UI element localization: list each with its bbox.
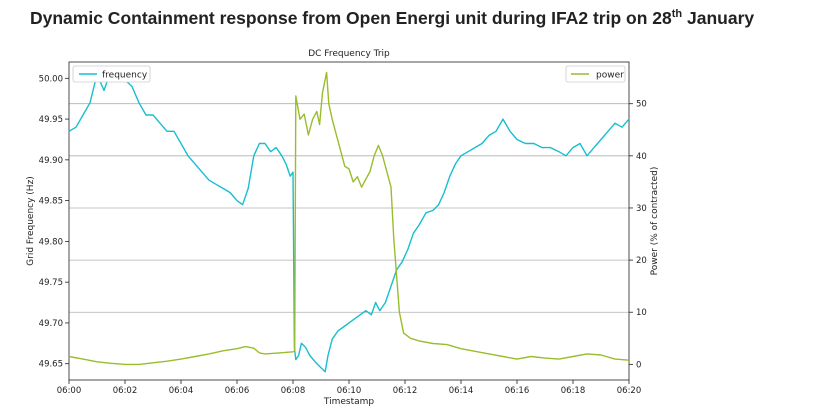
left-tick-label: 50.00 bbox=[39, 74, 63, 84]
x-tick-label: 06:00 bbox=[57, 386, 82, 396]
grid-lines bbox=[69, 103, 629, 313]
right-tick-label: 20 bbox=[636, 256, 647, 266]
left-tick-label: 49.80 bbox=[39, 237, 63, 247]
x-tick-label: 06:12 bbox=[393, 386, 418, 396]
x-tick-label: 06:04 bbox=[169, 386, 194, 396]
power-line bbox=[68, 71, 630, 366]
x-tick-label: 06:10 bbox=[337, 386, 362, 396]
x-tick-label: 06:20 bbox=[617, 386, 642, 396]
right-tick-label: 0 bbox=[636, 360, 641, 370]
left-tick-label: 49.95 bbox=[39, 115, 63, 125]
page-title-end: January bbox=[682, 8, 755, 28]
right-tick-label: 50 bbox=[636, 100, 647, 110]
left-tick-label: 49.70 bbox=[39, 319, 63, 329]
legend-power-box bbox=[565, 65, 626, 83]
right-tick-label: 40 bbox=[636, 152, 647, 162]
left-tick-label: 49.90 bbox=[39, 156, 63, 166]
legend-frequency-label: frequency bbox=[102, 71, 148, 81]
legend-frequency: frequency bbox=[72, 65, 151, 83]
right-tick-label: 30 bbox=[636, 204, 647, 214]
right-axis-label: Power (% of contracted) bbox=[650, 167, 660, 276]
page-title-superscript: th bbox=[671, 8, 683, 21]
left-axis-ticks: 49.65 49.70 49.75 49.80 49.85 49.90 49.95 50.00 bbox=[39, 74, 69, 370]
x-tick-label: 06:02 bbox=[113, 386, 138, 396]
legend-power-label: power bbox=[596, 71, 624, 81]
x-axis-ticks: 06:00 06:02 06:04 06:06 06:08 06:10 06:12 06:14… bbox=[57, 380, 642, 396]
x-tick-label: 06:16 bbox=[505, 386, 530, 396]
page-title-main: Dynamic Containment response from Open E… bbox=[30, 8, 672, 28]
left-tick-label: 49.75 bbox=[39, 278, 63, 288]
left-tick-label: 49.65 bbox=[39, 360, 63, 370]
right-tick-label: 10 bbox=[636, 308, 647, 318]
chart-title: DC Frequency Trip bbox=[308, 49, 390, 59]
series-lines bbox=[68, 69, 630, 373]
left-tick-label: 49.85 bbox=[39, 197, 63, 207]
frequency-line bbox=[68, 69, 630, 373]
left-axis-label: Grid Frequency (Hz) bbox=[26, 176, 36, 266]
x-tick-label: 06:08 bbox=[281, 386, 306, 396]
x-axis-label: Timestamp bbox=[323, 397, 375, 407]
page-title: Dynamic Containment response from Open E… bbox=[30, 8, 754, 29]
x-tick-label: 06:14 bbox=[449, 386, 474, 396]
right-axis-ticks: 0 10 20 30 40 50 bbox=[629, 100, 647, 370]
x-tick-label: 06:18 bbox=[561, 386, 586, 396]
plot-area bbox=[68, 61, 630, 381]
legend-frequency-box bbox=[72, 65, 151, 83]
x-tick-label: 06:06 bbox=[225, 386, 250, 396]
legend-power: power bbox=[565, 65, 626, 83]
